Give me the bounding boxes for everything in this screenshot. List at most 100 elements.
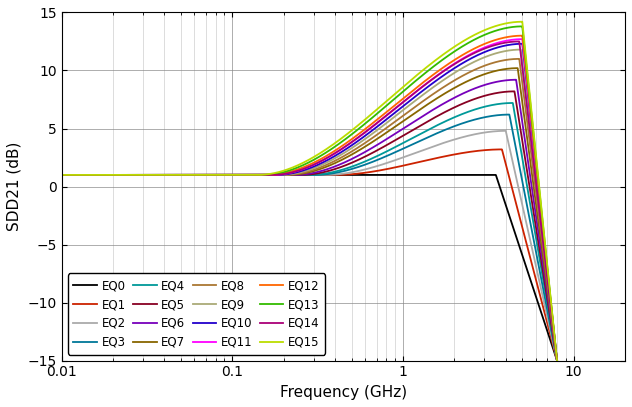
EQ6 bbox=[550, 333, 557, 338]
Line: EQ1: EQ1 bbox=[61, 149, 625, 407]
EQ10 bbox=[518, 42, 526, 46]
EQ4 bbox=[298, 173, 306, 177]
EQ4 bbox=[550, 337, 557, 342]
EQ5 bbox=[298, 173, 306, 177]
EQ0 bbox=[122, 173, 130, 177]
Line: EQ2: EQ2 bbox=[61, 131, 625, 407]
EQ5 bbox=[550, 335, 557, 340]
EQ13 bbox=[155, 173, 163, 177]
EQ7 bbox=[58, 173, 65, 177]
EQ8 bbox=[274, 173, 281, 177]
EQ6 bbox=[513, 77, 520, 82]
EQ4 bbox=[155, 173, 163, 177]
EQ1 bbox=[58, 173, 65, 177]
EQ0 bbox=[274, 173, 281, 177]
Line: EQ0: EQ0 bbox=[61, 175, 625, 407]
EQ9 bbox=[550, 327, 557, 332]
Line: EQ13: EQ13 bbox=[61, 26, 625, 407]
EQ3 bbox=[298, 173, 306, 177]
Line: EQ4: EQ4 bbox=[61, 103, 625, 407]
EQ2 bbox=[274, 173, 281, 177]
EQ10 bbox=[122, 173, 130, 177]
EQ4 bbox=[509, 101, 516, 105]
EQ7 bbox=[274, 173, 281, 177]
EQ2 bbox=[155, 173, 163, 177]
EQ13 bbox=[518, 24, 526, 29]
EQ3 bbox=[155, 173, 163, 177]
EQ11 bbox=[122, 173, 130, 177]
EQ15 bbox=[155, 173, 163, 177]
EQ12 bbox=[58, 173, 65, 177]
EQ5 bbox=[155, 173, 163, 177]
Line: EQ8: EQ8 bbox=[61, 59, 625, 407]
EQ4 bbox=[58, 173, 65, 177]
EQ2 bbox=[122, 173, 130, 177]
EQ5 bbox=[511, 89, 518, 94]
EQ2 bbox=[298, 173, 306, 177]
EQ3 bbox=[122, 173, 130, 177]
EQ8 bbox=[122, 173, 130, 177]
EQ5 bbox=[274, 173, 281, 177]
EQ10 bbox=[298, 168, 306, 173]
EQ14 bbox=[155, 173, 163, 177]
EQ3 bbox=[550, 339, 557, 344]
EQ11 bbox=[155, 173, 163, 177]
EQ1 bbox=[298, 173, 306, 177]
EQ7 bbox=[155, 173, 163, 177]
EQ2 bbox=[502, 128, 509, 133]
EQ8 bbox=[155, 173, 163, 177]
EQ7 bbox=[122, 173, 130, 177]
Line: EQ7: EQ7 bbox=[61, 68, 625, 407]
EQ4 bbox=[122, 173, 130, 177]
EQ3 bbox=[58, 173, 65, 177]
EQ3 bbox=[274, 173, 281, 177]
Line: EQ12: EQ12 bbox=[61, 36, 625, 407]
EQ1 bbox=[498, 147, 506, 152]
EQ6 bbox=[122, 173, 130, 177]
EQ9 bbox=[155, 173, 163, 177]
Line: EQ5: EQ5 bbox=[61, 91, 625, 407]
Line: EQ6: EQ6 bbox=[61, 80, 625, 407]
EQ8 bbox=[58, 173, 65, 177]
EQ0 bbox=[155, 173, 163, 177]
EQ13 bbox=[58, 173, 65, 177]
EQ14 bbox=[58, 173, 65, 177]
EQ11 bbox=[298, 167, 306, 172]
EQ15 bbox=[518, 19, 526, 24]
EQ13 bbox=[274, 171, 281, 176]
EQ11 bbox=[274, 172, 281, 177]
EQ7 bbox=[514, 66, 521, 70]
EQ11 bbox=[518, 37, 526, 42]
EQ13 bbox=[298, 163, 306, 168]
Line: EQ3: EQ3 bbox=[61, 115, 625, 407]
EQ0 bbox=[58, 173, 65, 177]
EQ2 bbox=[58, 173, 65, 177]
EQ14 bbox=[122, 173, 130, 177]
EQ2 bbox=[550, 342, 557, 347]
EQ6 bbox=[298, 172, 306, 177]
EQ5 bbox=[122, 173, 130, 177]
EQ6 bbox=[274, 173, 281, 177]
EQ1 bbox=[122, 173, 130, 177]
EQ14 bbox=[550, 327, 557, 332]
EQ1 bbox=[274, 173, 281, 177]
Legend: EQ0, EQ1, EQ2, EQ3, EQ4, EQ5, EQ6, EQ7, EQ8, EQ9, EQ10, EQ11, EQ12, EQ13, EQ14, : EQ0, EQ1, EQ2, EQ3, EQ4, EQ5, EQ6, EQ7, … bbox=[68, 273, 325, 355]
EQ14 bbox=[298, 167, 306, 172]
EQ11 bbox=[550, 324, 557, 329]
EQ14 bbox=[274, 172, 281, 177]
EQ1 bbox=[550, 344, 557, 349]
Y-axis label: SDD21 (dB): SDD21 (dB) bbox=[7, 142, 22, 231]
EQ9 bbox=[517, 47, 525, 52]
Line: EQ14: EQ14 bbox=[61, 42, 625, 407]
EQ15 bbox=[274, 170, 281, 175]
EQ10 bbox=[155, 173, 163, 177]
EQ5 bbox=[58, 173, 65, 177]
EQ12 bbox=[518, 33, 526, 38]
Line: EQ11: EQ11 bbox=[61, 39, 625, 407]
EQ12 bbox=[155, 173, 163, 177]
EQ9 bbox=[58, 173, 65, 177]
EQ10 bbox=[274, 173, 281, 177]
EQ13 bbox=[122, 173, 130, 177]
EQ15 bbox=[550, 323, 557, 328]
EQ4 bbox=[274, 173, 281, 177]
